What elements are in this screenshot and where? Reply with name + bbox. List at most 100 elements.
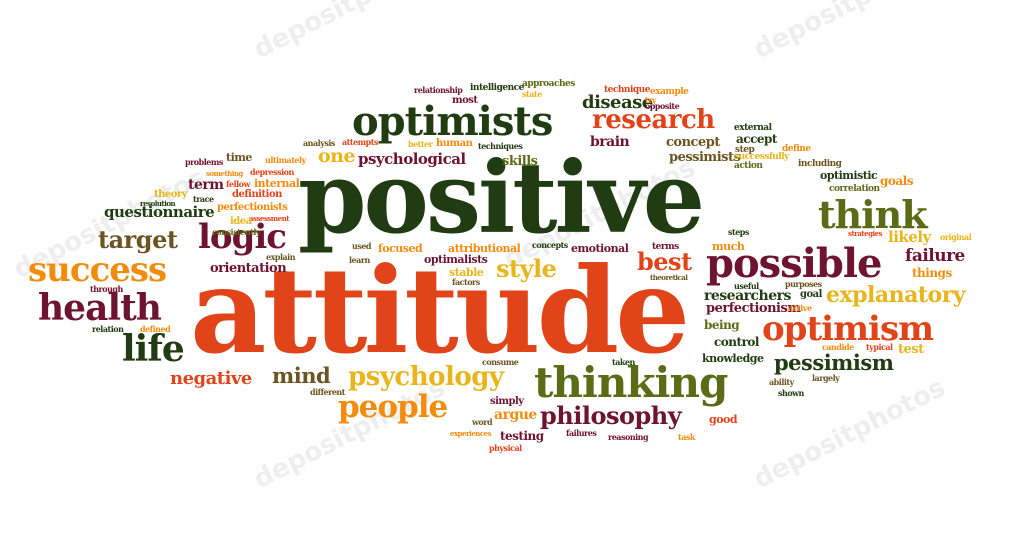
- word-human: human: [436, 138, 473, 149]
- word-concept: concept: [666, 135, 720, 150]
- word-factors: factors: [452, 277, 480, 287]
- word-accept: accept: [736, 132, 777, 146]
- word-style: style: [496, 254, 557, 283]
- word-best: best: [637, 247, 692, 276]
- word-word: word: [472, 417, 493, 427]
- word-opposite: opposite: [645, 101, 680, 111]
- word-test: test: [898, 342, 924, 357]
- word-people: people: [338, 389, 448, 425]
- word-successfully: successfully: [734, 152, 789, 162]
- watermark: depositphotos: [749, 0, 951, 65]
- word-good: good: [709, 413, 738, 426]
- word-definition: definition: [232, 189, 282, 200]
- word-experiences: experiences: [450, 429, 492, 438]
- word-logic: logic: [198, 217, 287, 257]
- word-through: through: [90, 284, 123, 294]
- word-testing: testing: [500, 429, 544, 443]
- word-attempts: attempts: [342, 137, 378, 147]
- word-typical: typical: [866, 342, 893, 352]
- word-example: example: [650, 87, 689, 97]
- word-possible: possible: [706, 240, 882, 287]
- word-resolution: resolution: [140, 199, 176, 208]
- word-try: try: [645, 95, 657, 105]
- word-goals: goals: [880, 174, 913, 188]
- word-attributional: attributional: [448, 242, 521, 255]
- word-ability: ability: [769, 377, 794, 387]
- word-relation: relation: [92, 324, 124, 334]
- word-different: different: [310, 387, 345, 397]
- word-thinking: thinking: [534, 358, 728, 407]
- word-concepts: concepts: [532, 240, 568, 250]
- word-state: state: [522, 89, 542, 99]
- word-problems: problems: [185, 157, 223, 167]
- word-negative: negative: [170, 368, 252, 389]
- word-brain: brain: [590, 134, 630, 150]
- word-questionnaire: questionnaire: [104, 203, 215, 221]
- word-correlation: correlation: [829, 184, 880, 194]
- word-likely: likely: [888, 228, 931, 246]
- word-researchers: researchers: [704, 288, 791, 304]
- word-step: step: [735, 145, 755, 155]
- word-one: one: [318, 145, 356, 167]
- word-assessment: assessment: [249, 214, 289, 223]
- word-life: life: [122, 328, 185, 370]
- word-optimism: optimism: [762, 309, 934, 349]
- word-perfectionists: perfectionists: [217, 202, 288, 213]
- word-approaches: approaches: [522, 79, 575, 89]
- word-being: being: [704, 318, 740, 332]
- word-research: research: [592, 105, 715, 135]
- word-steps: steps: [728, 227, 749, 237]
- word-useful: useful: [734, 281, 759, 291]
- word-optimists: optimists: [352, 98, 553, 145]
- word-defined: defined: [140, 324, 171, 334]
- word-argue: argue: [494, 407, 537, 423]
- word-philosophy: philosophy: [540, 401, 682, 430]
- word-pessimists: pessimists: [669, 150, 741, 165]
- word-knowledge: knowledge: [702, 352, 764, 365]
- word-success: success: [28, 250, 167, 290]
- word-psychology: psychology: [348, 362, 504, 392]
- watermark: depositphotos: [249, 0, 451, 65]
- word-positive: positive: [298, 141, 705, 256]
- word-optimistic: optimistic: [820, 169, 878, 182]
- word-health: health: [38, 287, 162, 329]
- word-most: most: [452, 95, 478, 106]
- word-analysis: analysis: [303, 138, 335, 148]
- word-candide: candide: [822, 342, 854, 352]
- word-orientation: orientation: [210, 261, 287, 276]
- word-think: think: [818, 192, 928, 237]
- word-optimalists: optimalists: [424, 253, 488, 266]
- word-trace: trace: [193, 194, 214, 204]
- word-psychological: psychological: [358, 150, 466, 168]
- word-pessimism: pessimism: [774, 350, 894, 375]
- word-better: better: [408, 139, 433, 149]
- word-something: something: [206, 169, 243, 178]
- word-term: term: [188, 177, 224, 193]
- word-depression: depression: [250, 167, 294, 177]
- word-target: target: [98, 225, 178, 254]
- word-taken: taken: [612, 357, 635, 367]
- word-idea: idea: [230, 216, 252, 227]
- word-explanatory: explanatory: [826, 282, 966, 308]
- word-shown: shown: [778, 388, 804, 398]
- word-fellow: fellow: [226, 179, 250, 189]
- word-terms: terms: [652, 242, 679, 252]
- word-reasoning: reasoning: [608, 432, 649, 442]
- word-external: external: [734, 123, 772, 133]
- word-emotional: emotional: [571, 242, 629, 255]
- word-physical: physical: [489, 443, 522, 453]
- word-time: time: [226, 151, 252, 164]
- word-goal: goal: [800, 289, 822, 300]
- word-relationship: relationship: [414, 85, 463, 95]
- word-ultimately: ultimately: [265, 155, 306, 165]
- word-focused: focused: [378, 242, 423, 255]
- word-skills: skills: [502, 154, 538, 169]
- word-control: control: [714, 335, 759, 349]
- word-explain: explain: [266, 252, 296, 262]
- word-theory: theory: [154, 189, 188, 200]
- word-attitude: attitude: [190, 241, 690, 380]
- word-action: action: [734, 161, 763, 171]
- word-original: original: [940, 232, 972, 242]
- word-perfectionism: perfectionism: [706, 301, 801, 316]
